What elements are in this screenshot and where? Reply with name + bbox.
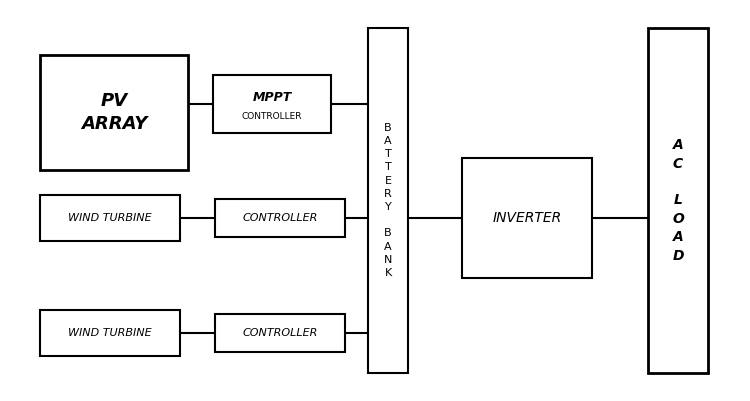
Bar xyxy=(40,310,180,356)
Text: INVERTER: INVERTER xyxy=(492,211,562,225)
Text: PV
ARRAY: PV ARRAY xyxy=(81,92,147,133)
Bar xyxy=(40,195,180,241)
Text: CONTROLLER: CONTROLLER xyxy=(242,213,318,223)
Bar xyxy=(368,28,408,373)
Text: MPPT: MPPT xyxy=(252,91,292,103)
Text: B
A
T
T
E
R
Y
 
B
A
N
K: B A T T E R Y B A N K xyxy=(384,123,392,278)
Bar xyxy=(462,158,592,278)
Text: CONTROLLER: CONTROLLER xyxy=(242,112,302,121)
Text: WIND TURBINE: WIND TURBINE xyxy=(68,328,152,338)
Bar xyxy=(40,55,188,170)
Bar xyxy=(213,75,331,133)
Bar xyxy=(215,199,345,237)
Text: CONTROLLER: CONTROLLER xyxy=(242,328,318,338)
Text: A
C
 
L
O
A
D: A C L O A D xyxy=(672,138,684,263)
Bar xyxy=(648,28,708,373)
Text: WIND TURBINE: WIND TURBINE xyxy=(68,213,152,223)
Bar xyxy=(215,314,345,352)
